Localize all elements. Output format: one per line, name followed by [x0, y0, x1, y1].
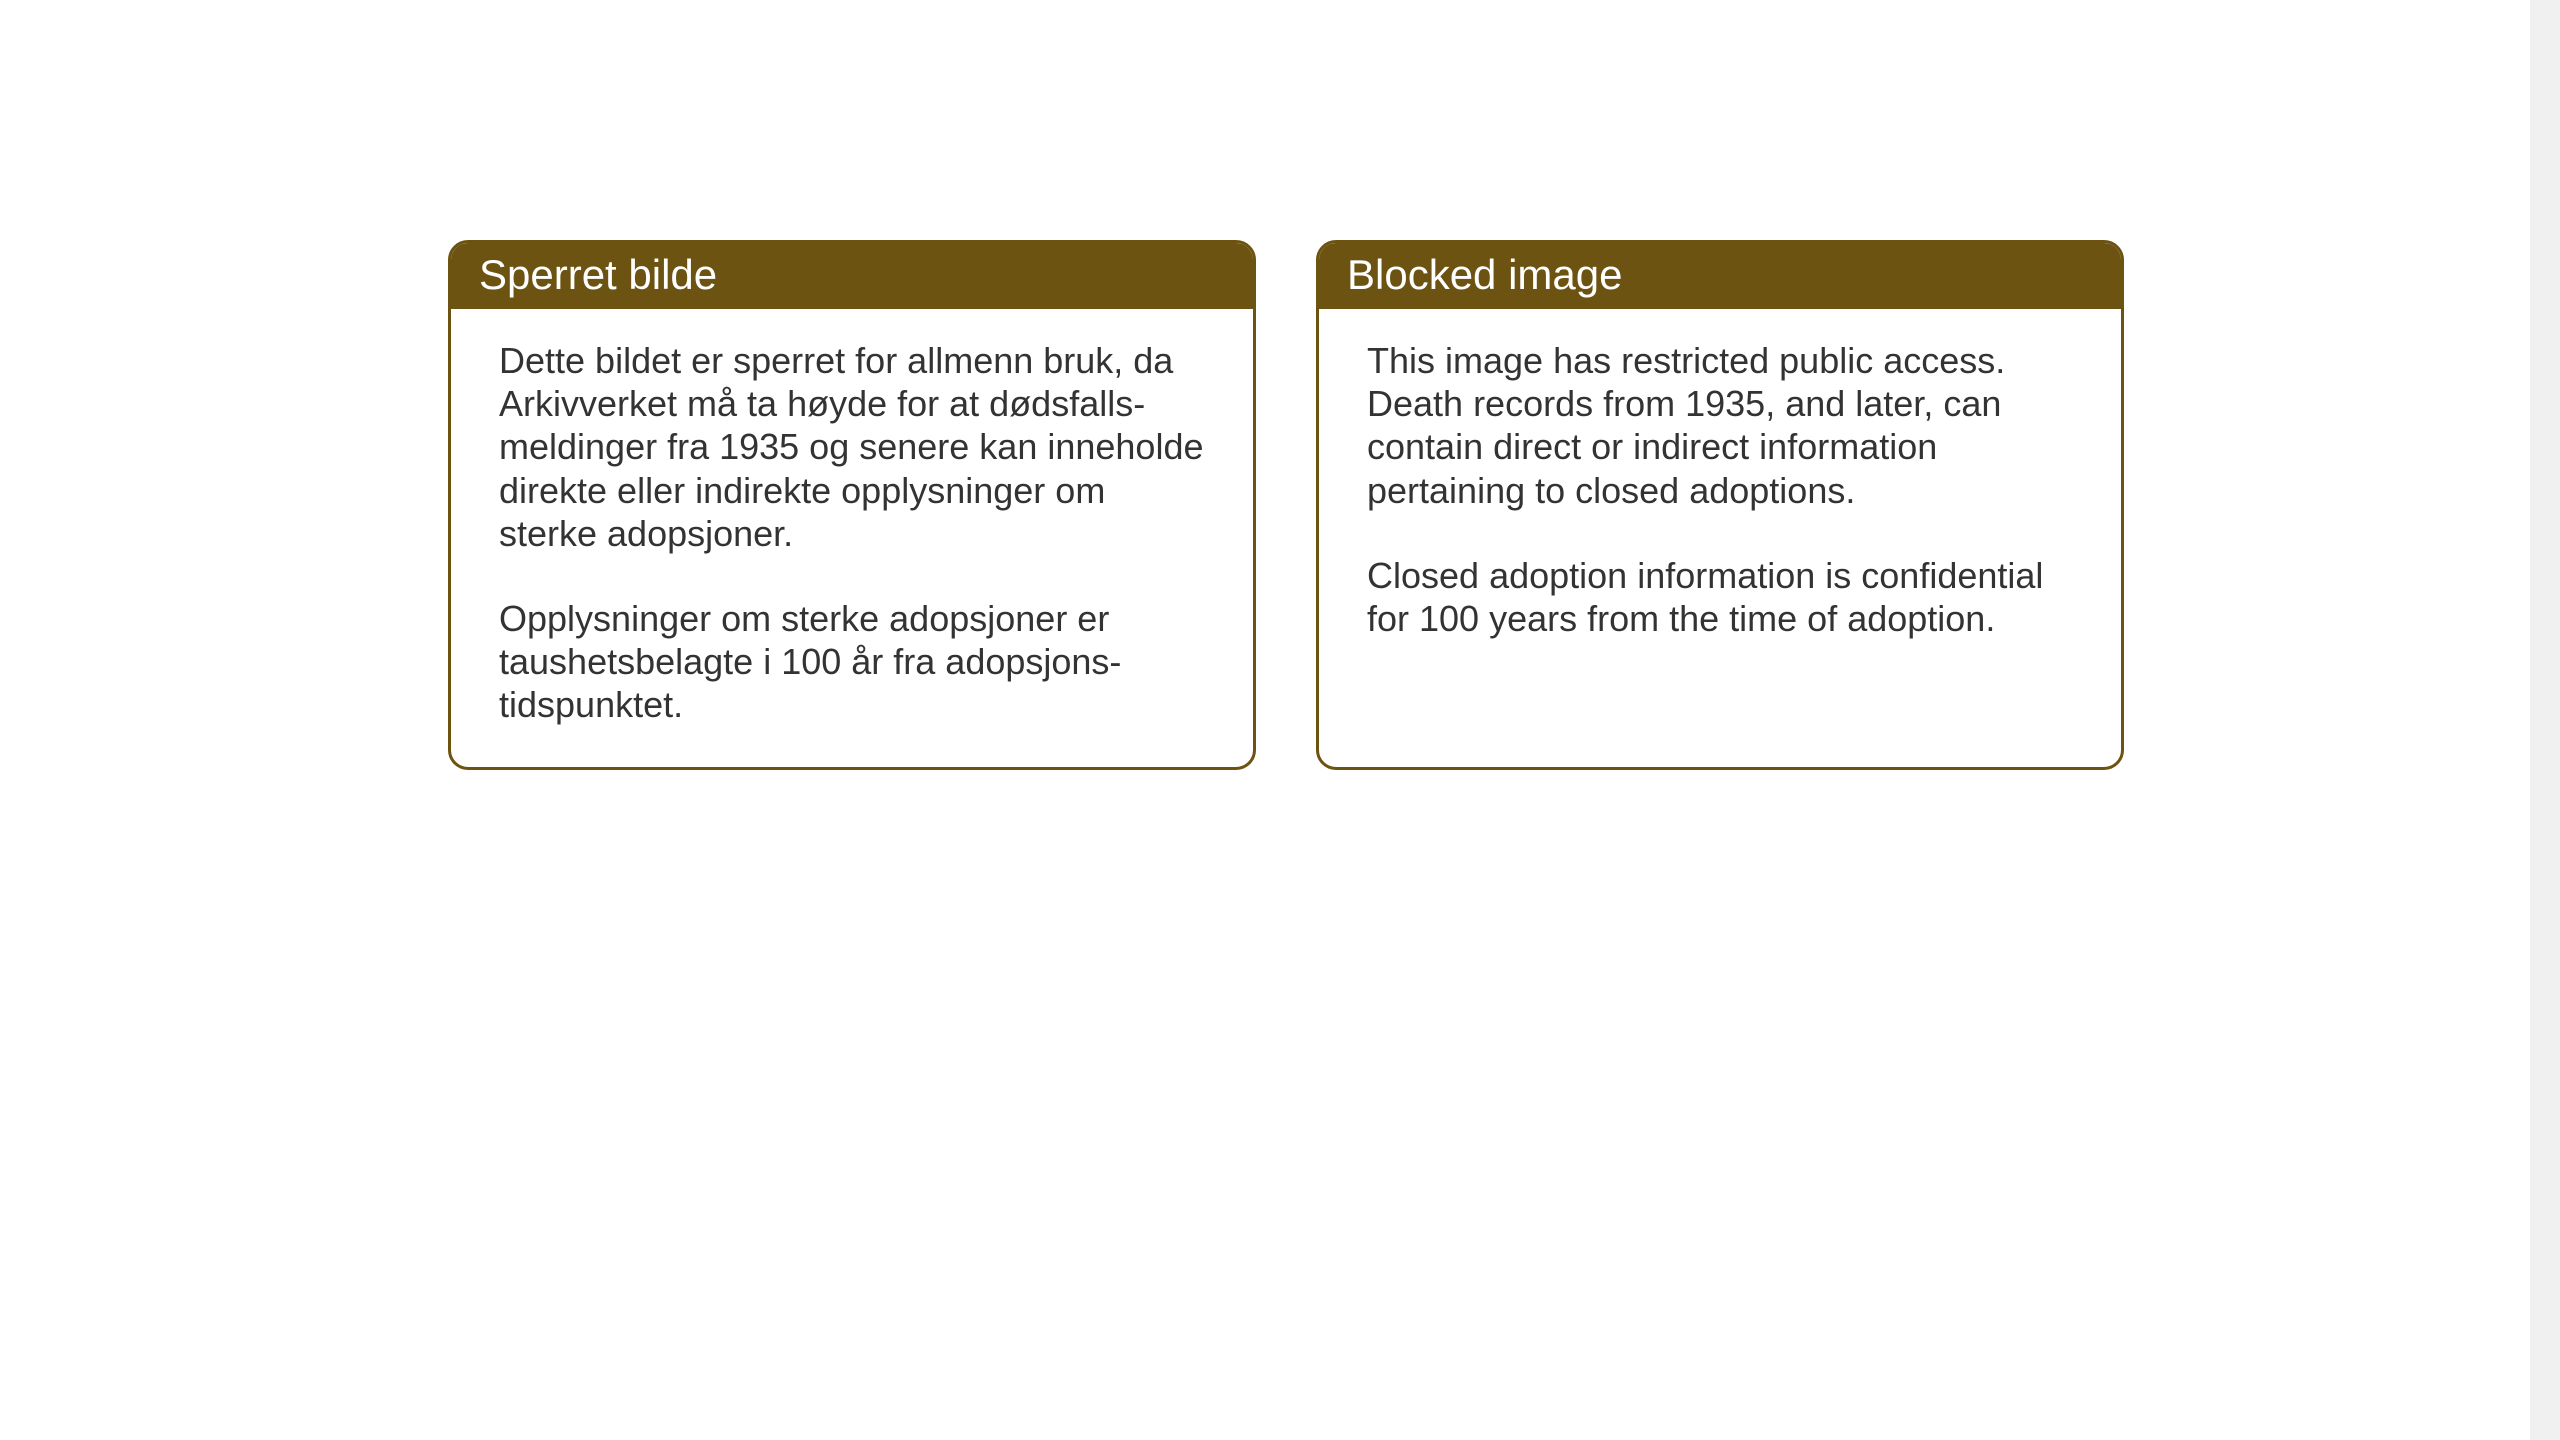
notice-paragraph-1-norwegian: Dette bildet er sperret for allmenn bruk… — [499, 339, 1205, 555]
notice-header-norwegian: Sperret bilde — [451, 243, 1253, 309]
notice-box-english: Blocked image This image has restricted … — [1316, 240, 2124, 770]
notice-paragraph-1-english: This image has restricted public access.… — [1367, 339, 2073, 512]
notice-box-norwegian: Sperret bilde Dette bildet er sperret fo… — [448, 240, 1256, 770]
notice-paragraph-2-norwegian: Opplysninger om sterke adopsjoner er tau… — [499, 597, 1205, 727]
notice-container: Sperret bilde Dette bildet er sperret fo… — [448, 240, 2124, 770]
notice-body-norwegian: Dette bildet er sperret for allmenn bruk… — [451, 309, 1253, 767]
notice-header-english: Blocked image — [1319, 243, 2121, 309]
notice-body-english: This image has restricted public access.… — [1319, 309, 2121, 680]
scrollbar-track[interactable] — [2530, 0, 2560, 1440]
notice-paragraph-2-english: Closed adoption information is confident… — [1367, 554, 2073, 640]
